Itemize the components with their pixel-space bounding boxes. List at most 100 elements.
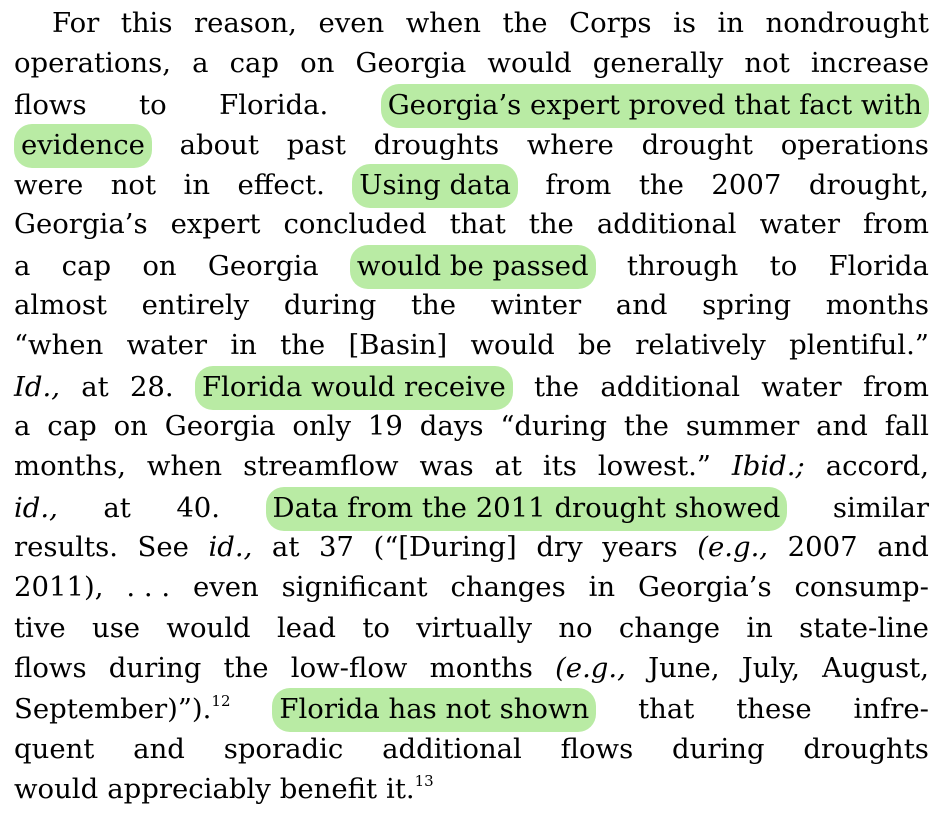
word: even	[192, 571, 259, 603]
word-wrap: additional	[600, 371, 740, 403]
word-group: at	[495, 446, 522, 486]
word: winter	[490, 289, 582, 321]
word-group: when	[406, 3, 481, 43]
word-group: additional	[382, 729, 522, 769]
word-group: that	[450, 204, 506, 244]
word-group: even	[193, 567, 259, 607]
highlight: evidence	[14, 124, 152, 168]
word: months	[825, 289, 929, 321]
word: no	[558, 612, 593, 644]
text-line: Georgia’s expert concluded that the additiona…	[14, 204, 929, 244]
word-wrap: fact	[799, 89, 852, 121]
word: would	[487, 47, 572, 79]
word-group: would	[487, 43, 571, 83]
word-wrap: was	[420, 450, 474, 482]
word-group: months	[826, 285, 929, 325]
word-group: Florida	[829, 246, 929, 286]
word: shown	[499, 693, 590, 725]
word: and	[133, 733, 185, 765]
word-wrap: 37	[319, 531, 354, 563]
word-wrap: with	[861, 89, 922, 121]
word-wrap: water	[760, 208, 840, 240]
word: where	[526, 129, 614, 161]
word-group: operations,	[14, 43, 171, 83]
word-wrap: through	[627, 250, 739, 282]
word-group: July,	[742, 648, 800, 688]
word-group: from	[545, 165, 611, 205]
word-group: id.,	[208, 527, 252, 567]
highlight: would be passed	[349, 245, 596, 289]
word-wrap: has	[389, 693, 437, 725]
footnote-marker[interactable]: 12	[211, 692, 231, 710]
word-group: and	[616, 285, 668, 325]
word: through	[626, 250, 739, 282]
word-group: appreciably	[107, 769, 271, 809]
word: June,	[648, 652, 720, 684]
word: passed	[492, 250, 589, 282]
word: Id.,	[14, 371, 60, 403]
word-wrap: 2007	[788, 531, 858, 563]
word-group: drought,	[809, 165, 929, 205]
word-group: similar	[833, 488, 929, 528]
word-wrap: September)”).12	[14, 693, 231, 725]
word-group: from	[863, 367, 929, 407]
word-wrap: dry	[536, 531, 582, 563]
word-group: were	[14, 165, 83, 205]
word: Georgia	[164, 410, 276, 442]
word: months	[429, 652, 533, 684]
highlight: Florida would receive	[194, 366, 513, 410]
footnote-marker[interactable]: 13	[414, 772, 434, 790]
word-group: about	[180, 125, 259, 165]
word-wrap: Georgia	[165, 410, 276, 442]
word-wrap: 2011	[476, 492, 546, 524]
word-wrap: passed	[493, 250, 589, 282]
word: flows	[14, 89, 87, 121]
word-group: summer	[686, 406, 799, 446]
word-group: August,	[822, 648, 929, 688]
word: the	[534, 371, 580, 403]
word: spring	[702, 289, 792, 321]
word: to	[362, 612, 390, 644]
text-line: operations, a cap on Georgia would generally no…	[14, 43, 929, 83]
text-line: flows to Florida. Georgia’s expert proved t…	[14, 84, 929, 128]
word: drought	[641, 129, 753, 161]
word-group: change	[619, 608, 720, 648]
word-wrap: past	[287, 129, 346, 161]
word-wrap: data	[449, 169, 510, 201]
word-group: during	[284, 285, 377, 325]
highlight: Using data	[352, 164, 518, 208]
word-group: Ibid.;	[732, 446, 805, 486]
text-line: a cap on Georgia only 19 days “during the summer a…	[14, 406, 929, 446]
word: in	[717, 7, 745, 39]
word-group: results.	[14, 527, 118, 567]
word-wrap: is	[673, 7, 696, 39]
word: changes	[450, 571, 566, 603]
word: appreciably	[107, 773, 271, 805]
word: a	[14, 410, 31, 442]
word: and	[816, 410, 868, 442]
word: proved	[628, 89, 726, 121]
word-group: nondrought	[766, 3, 929, 43]
word: would	[166, 612, 251, 644]
word: the	[421, 492, 467, 524]
word: accord,	[825, 450, 929, 482]
word: at	[494, 450, 522, 482]
word-group: dry	[536, 527, 582, 567]
word-wrap: lead	[277, 612, 336, 644]
word-wrap: Florida.	[219, 89, 328, 121]
word-wrap: Georgia’s	[388, 89, 522, 121]
word-group: and	[816, 406, 868, 446]
word: has	[388, 693, 437, 725]
word: the	[280, 329, 326, 361]
word-wrap: See	[138, 531, 189, 563]
word-group: the	[529, 204, 574, 244]
word-wrap: be	[450, 250, 484, 282]
word: on	[113, 410, 148, 442]
word-wrap: be	[578, 329, 612, 361]
word: that	[638, 693, 695, 725]
word-group: “when	[14, 325, 103, 365]
word: Corps	[569, 7, 652, 39]
word-group: months,	[14, 446, 126, 486]
word-wrap: operations	[781, 129, 929, 161]
word: id.,	[14, 492, 58, 524]
